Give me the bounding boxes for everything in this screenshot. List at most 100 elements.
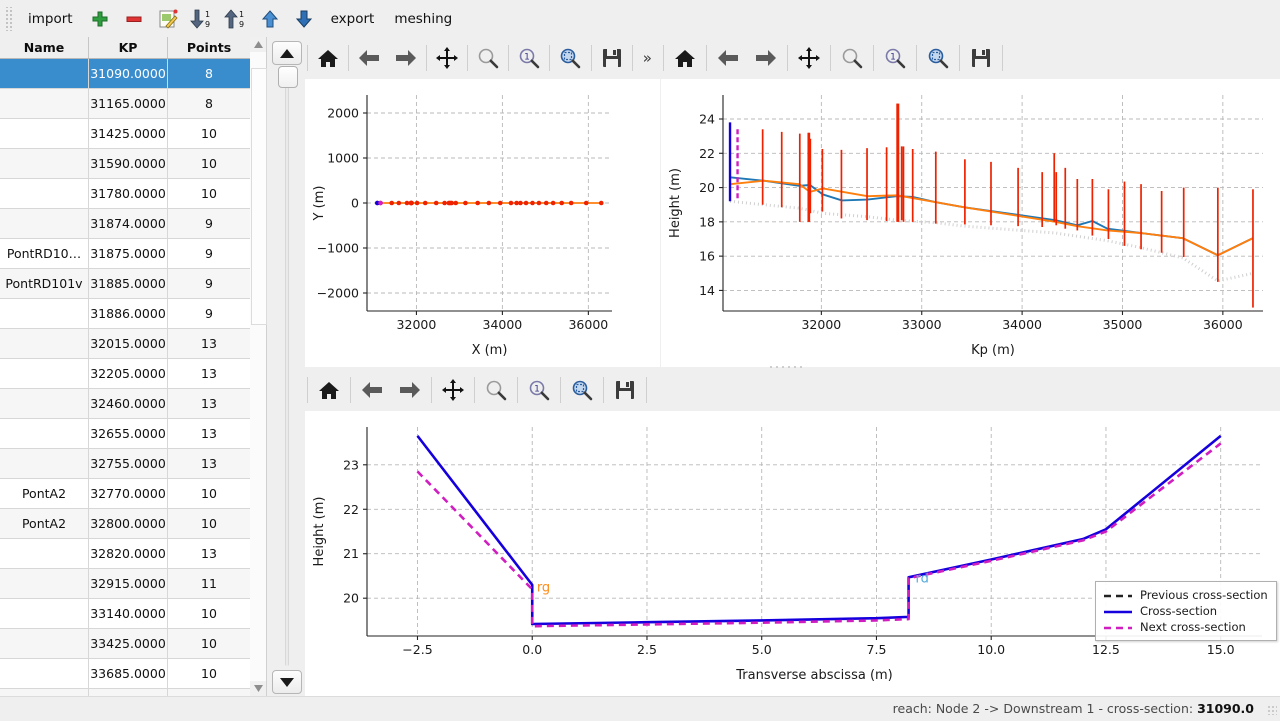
table-row[interactable]: 31886.0000 9	[0, 298, 250, 329]
cell-kp[interactable]: 32800.0000	[88, 508, 168, 539]
pan-icon[interactable]	[790, 39, 828, 77]
sort-ascending-icon[interactable]: 1 9	[221, 4, 251, 34]
cell-name[interactable]	[0, 328, 89, 359]
zoom-one-icon[interactable]: 1	[520, 371, 558, 409]
cell-name[interactable]	[0, 298, 89, 329]
zoom-fit-icon[interactable]	[563, 371, 601, 409]
back-arrow-icon[interactable]	[353, 371, 391, 409]
home-icon[interactable]	[310, 39, 346, 77]
column-header-name[interactable]: Name	[0, 37, 89, 59]
cell-name[interactable]	[0, 58, 89, 89]
cell-name[interactable]	[0, 538, 89, 569]
table-row[interactable]: 33140.0000 10	[0, 598, 250, 629]
cell-points[interactable]: 10	[167, 598, 250, 629]
cell-name[interactable]	[0, 568, 89, 599]
cell-name[interactable]	[0, 178, 89, 209]
zoom-icon[interactable]	[477, 371, 515, 409]
table-row[interactable]: 31874.0000 9	[0, 208, 250, 239]
cell-name[interactable]	[0, 688, 89, 696]
cell-points[interactable]: 11	[167, 568, 250, 599]
cell-points[interactable]: 10	[167, 508, 250, 539]
table-row[interactable]: 32755.0000 13	[0, 448, 250, 479]
table-row[interactable]: 31590.0000 10	[0, 148, 250, 179]
cell-name[interactable]	[0, 448, 89, 479]
table-scrollbar[interactable]	[250, 37, 267, 696]
zoom-icon[interactable]	[470, 39, 506, 77]
cell-points[interactable]: 10	[167, 118, 250, 149]
back-arrow-icon[interactable]	[709, 39, 747, 77]
zoom-icon[interactable]	[833, 39, 871, 77]
cell-kp[interactable]: 32915.0000	[88, 568, 168, 599]
cell-points[interactable]: 10	[167, 628, 250, 659]
slider-up-button[interactable]	[272, 41, 302, 65]
table-row[interactable]: 32655.0000 13	[0, 418, 250, 449]
resize-grip-icon[interactable]	[1267, 705, 1277, 715]
export-button[interactable]: export	[330, 10, 375, 27]
cell-name[interactable]	[0, 418, 89, 449]
save-icon[interactable]	[962, 39, 1000, 77]
table-row[interactable]: PontRD101v 31885.0000 9	[0, 268, 250, 299]
cell-name[interactable]: PontRD10…	[0, 238, 89, 269]
toolbar-grip[interactable]	[4, 6, 14, 31]
cell-name[interactable]	[0, 88, 89, 119]
edit-icon[interactable]	[153, 4, 183, 34]
cell-points[interactable]: 13	[167, 328, 250, 359]
table-row[interactable]: 32820.0000 13	[0, 538, 250, 569]
cell-points[interactable]: 13	[167, 448, 250, 479]
table-row[interactable]: 33685.0000 10	[0, 658, 250, 689]
cell-points[interactable]: 13	[167, 538, 250, 569]
zoom-one-icon[interactable]: 1	[511, 39, 547, 77]
table-row[interactable]: 32915.0000 11	[0, 568, 250, 599]
cell-points[interactable]: 10	[167, 478, 250, 509]
cell-points[interactable]	[167, 688, 250, 696]
pan-icon[interactable]	[429, 39, 465, 77]
cell-points[interactable]: 8	[167, 58, 250, 89]
cell-kp[interactable]: 31590.0000	[88, 148, 168, 179]
section-slider[interactable]	[267, 37, 305, 696]
panel-splitter[interactable]	[768, 364, 802, 370]
table-row[interactable]: 31780.0000 10	[0, 178, 250, 209]
cell-kp[interactable]: 31885.0000	[88, 268, 168, 299]
zoom-one-icon[interactable]: 1	[876, 39, 914, 77]
cell-points[interactable]: 13	[167, 418, 250, 449]
scroll-down-arrow-icon[interactable]	[250, 681, 266, 696]
table-row[interactable]: 31425.0000 10	[0, 118, 250, 149]
cross-section-canvas[interactable]: −2.5 0.0 2.5 5.0 7.5 10.0 12.5 15.0 20 21 22 23 Tran…	[305, 411, 1280, 696]
cell-name[interactable]	[0, 628, 89, 659]
forward-arrow-icon[interactable]	[391, 371, 429, 409]
home-icon[interactable]	[310, 371, 348, 409]
table-row[interactable]	[0, 688, 250, 696]
cell-name[interactable]: PontRD101v	[0, 268, 89, 299]
save-icon[interactable]	[606, 371, 644, 409]
table-row[interactable]: 31090.0000 8	[0, 58, 250, 89]
table-row[interactable]: PontA2 32800.0000 10	[0, 508, 250, 539]
cell-kp[interactable]: 32755.0000	[88, 448, 168, 479]
cell-points[interactable]: 9	[167, 238, 250, 269]
forward-arrow-icon[interactable]	[387, 39, 423, 77]
cell-points[interactable]: 10	[167, 148, 250, 179]
cell-name[interactable]: PontA2	[0, 478, 89, 509]
cell-kp[interactable]: 31780.0000	[88, 178, 168, 209]
cell-kp[interactable]: 32205.0000	[88, 358, 168, 389]
scrollbar-thumb[interactable]	[251, 68, 267, 325]
cell-kp[interactable]: 33425.0000	[88, 628, 168, 659]
zoom-fit-icon[interactable]	[919, 39, 957, 77]
column-header-points[interactable]: Points	[167, 37, 250, 59]
cell-kp[interactable]: 32015.0000	[88, 328, 168, 359]
zoom-fit-icon[interactable]	[552, 39, 588, 77]
cross-section-table[interactable]: Name KP Points 31090.0000 8 31165.0000 8 314…	[0, 37, 251, 696]
cell-points[interactable]: 10	[167, 658, 250, 689]
scrollbar-track[interactable]	[250, 52, 267, 681]
cell-kp[interactable]: 31425.0000	[88, 118, 168, 149]
sort-descending-icon[interactable]: 1 9	[187, 4, 217, 34]
import-button[interactable]: import	[28, 10, 73, 27]
move-up-icon[interactable]	[255, 4, 285, 34]
cell-name[interactable]: PontA2	[0, 508, 89, 539]
remove-icon[interactable]	[119, 4, 149, 34]
pan-icon[interactable]	[434, 371, 472, 409]
cell-kp[interactable]: 31165.0000	[88, 88, 168, 119]
cell-kp[interactable]	[88, 688, 168, 696]
cell-kp[interactable]: 33685.0000	[88, 658, 168, 689]
cell-name[interactable]	[0, 388, 89, 419]
cell-kp[interactable]: 31875.0000	[88, 238, 168, 269]
